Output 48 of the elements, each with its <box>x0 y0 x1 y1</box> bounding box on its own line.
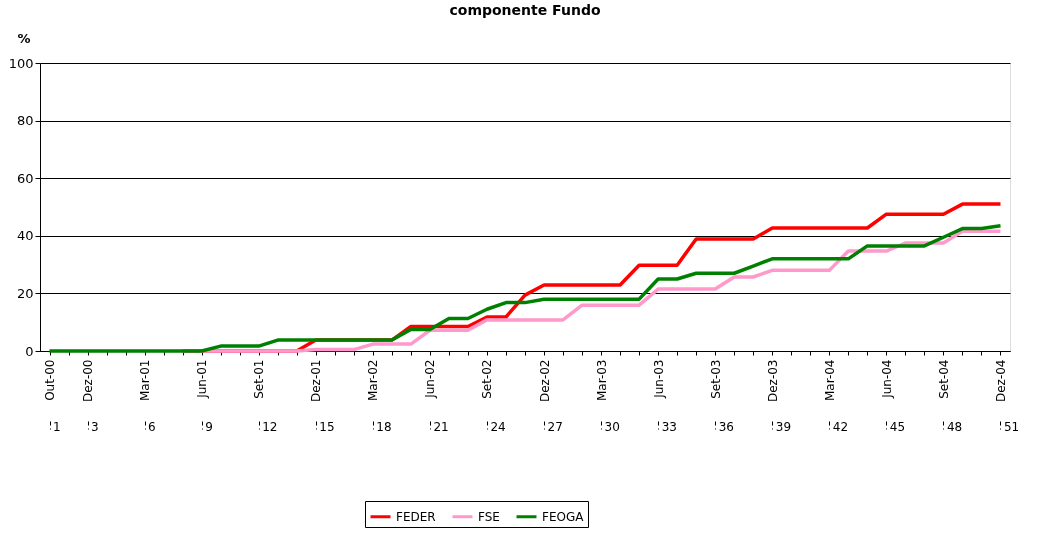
y-tick-label: 100 <box>8 55 34 71</box>
x2-tick-label: 36 <box>718 419 734 434</box>
x2-tick-label: 42 <box>832 419 849 434</box>
x-tick-label: Set-02 <box>480 359 495 399</box>
x2-tick-label: 18 <box>376 419 392 434</box>
x2-tick-label: 51 <box>1003 419 1020 434</box>
y-tick-label: 80 <box>16 113 34 129</box>
x-tick-label: Dez-04 <box>993 359 1008 403</box>
y-tick-label: 40 <box>16 228 34 244</box>
chart-title: componente Fundo <box>449 2 601 18</box>
x2-tick-label: 12 <box>262 419 278 434</box>
legend-label: FEOGA <box>542 509 585 524</box>
x2-tick-label: 15 <box>319 419 335 434</box>
x-tick-label: Dez-00 <box>81 359 96 403</box>
x2-tick-label: 6 <box>148 419 156 434</box>
x2-tick-label: 30 <box>604 419 620 434</box>
x-tick-label: Jun-03 <box>651 359 666 399</box>
legend-label: FEDER <box>396 509 436 524</box>
x-tick-label: Dez-03 <box>765 359 780 403</box>
x-tick-label: Dez-02 <box>537 359 552 403</box>
legend-label: FSE <box>478 509 500 524</box>
x2-tick-label: 3 <box>91 419 99 434</box>
x-tick-label: Jun-02 <box>423 359 438 399</box>
x-tick-label: Mar-01 <box>138 359 153 401</box>
line-series <box>47 223 1003 353</box>
x2-tick-label: 27 <box>547 419 563 434</box>
x-tick-label: Set-04 <box>936 359 951 399</box>
x-tick-label: Set-03 <box>708 359 723 399</box>
x-tick-label: Jun-04 <box>879 359 894 399</box>
y-tick-label: 0 <box>25 343 34 359</box>
x2-tick-label: 33 <box>661 419 677 434</box>
x-tick-label: Dez-01 <box>309 359 324 403</box>
x-tick-label: Mar-02 <box>366 359 381 401</box>
x2-tick-label: 48 <box>946 419 963 434</box>
y-tick-label: 60 <box>16 170 34 186</box>
x2-tick-label: 24 <box>490 419 506 434</box>
x2-tick-label: 1 <box>53 419 61 434</box>
x-tick-label: Mar-03 <box>594 359 609 401</box>
x-tick-label: Jun-01 <box>195 359 210 399</box>
y-axis-title: % <box>17 30 31 46</box>
x2-tick-label: 9 <box>205 419 213 434</box>
x2-tick-label: 21 <box>433 419 449 434</box>
x2-tick-label: 39 <box>775 419 792 434</box>
x-tick-label: Out-00 <box>43 359 58 401</box>
y-tick-label: 20 <box>16 285 34 301</box>
x-tick-label: Set-01 <box>252 359 267 399</box>
x-tick-label: Mar-04 <box>822 359 837 401</box>
x2-tick-label: 45 <box>889 419 906 434</box>
